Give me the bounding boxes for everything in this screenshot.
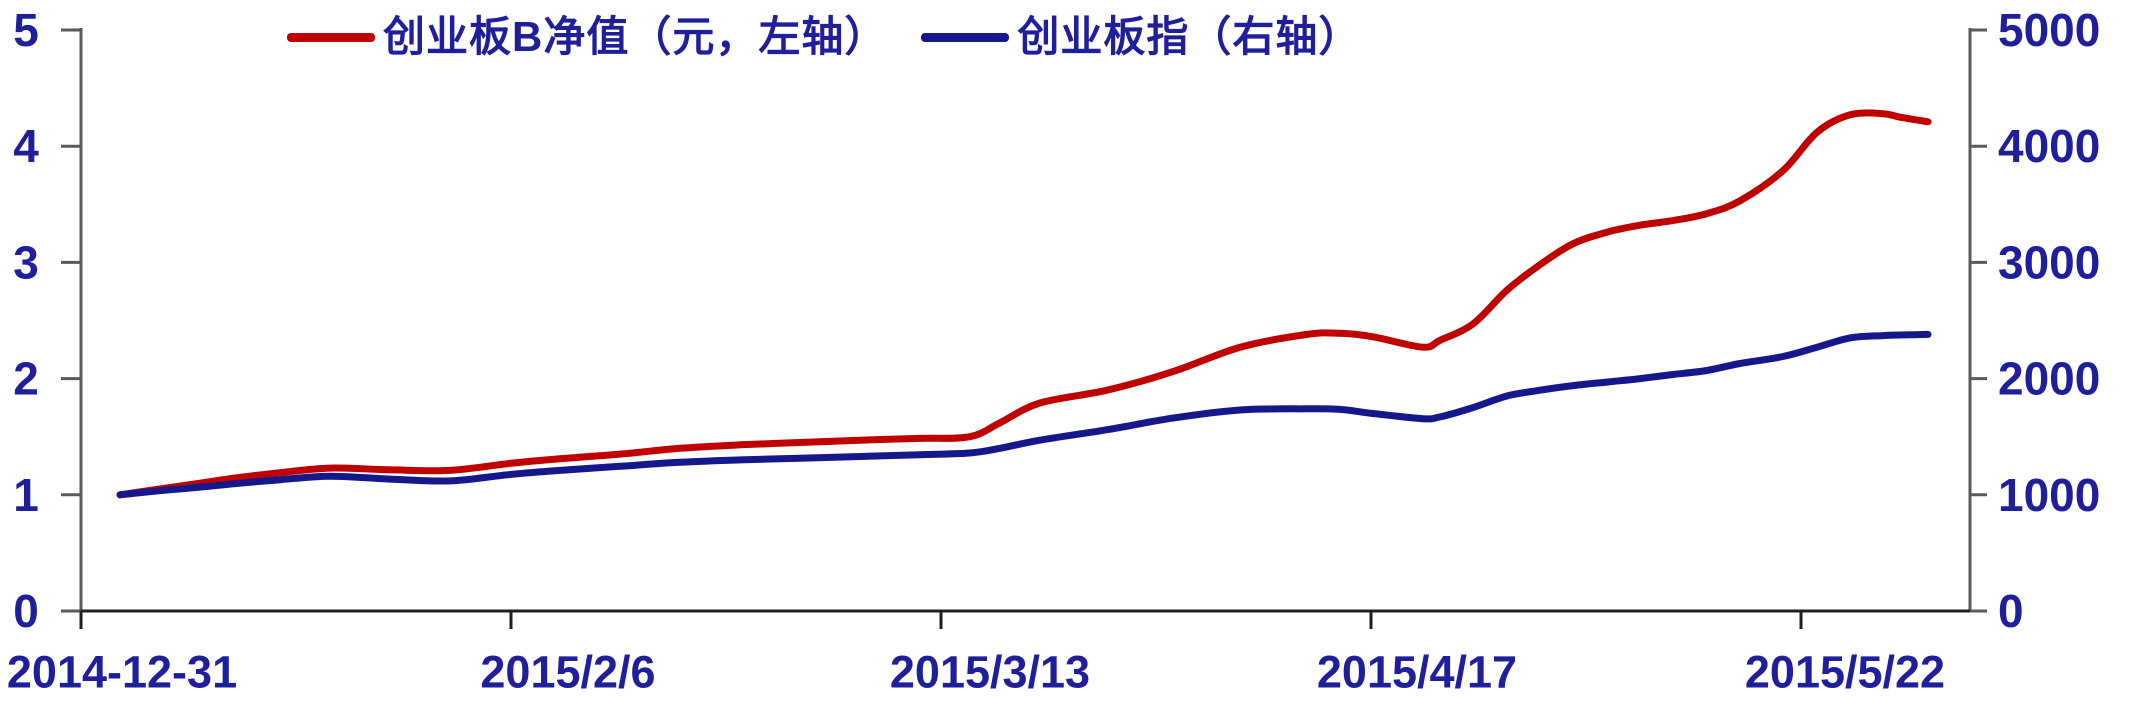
x-axis-tick-label: 2015/3/13 [890,647,1090,698]
index-line-series [116,330,1932,499]
legend-item-fund-nav: 创业板B净值（元，左轴） [287,13,888,60]
right-axis-tick-label: 1000 [1998,469,2100,521]
x-axis-tick-label: 2015/5/22 [1745,647,1945,698]
right-axis-tick-label: 4000 [1998,120,2100,172]
x-axis-tick-label: 2015/4/17 [1317,647,1517,698]
right-axis-tick-label: 3000 [1998,236,2100,288]
right-axis-tick-label: 2000 [1998,353,2100,405]
left-axis-tick-label: 4 [13,120,39,172]
blue-line-swatch [921,32,1010,42]
fund-nav-line-series [116,109,1932,499]
left-axis-tick-label: 2 [13,353,39,405]
red-line-swatch [287,32,375,42]
x-axis-tick-label: 2015/2/6 [480,647,655,698]
right-axis-tick-label: 0 [1998,585,2024,637]
left-axis-tick-label: 1 [13,469,39,521]
legend-label-fund-nav: 创业板B净值（元，左轴） [383,13,888,60]
left-axis-tick-label: 0 [13,585,39,637]
right-axis-tick-label: 5000 [1998,4,2100,56]
x-axis-tick-label: 2014-12-31 [7,647,237,698]
left-axis-tick-label: 3 [13,236,39,288]
left-axis-tick-label: 5 [13,4,39,56]
legend-label-index: 创业板指（右轴） [1017,13,1362,60]
legend-item-index: 创业板指（右轴） [921,13,1362,60]
chart-legend: 创业板B净值（元，左轴） 创业板指（右轴） [287,13,1362,60]
